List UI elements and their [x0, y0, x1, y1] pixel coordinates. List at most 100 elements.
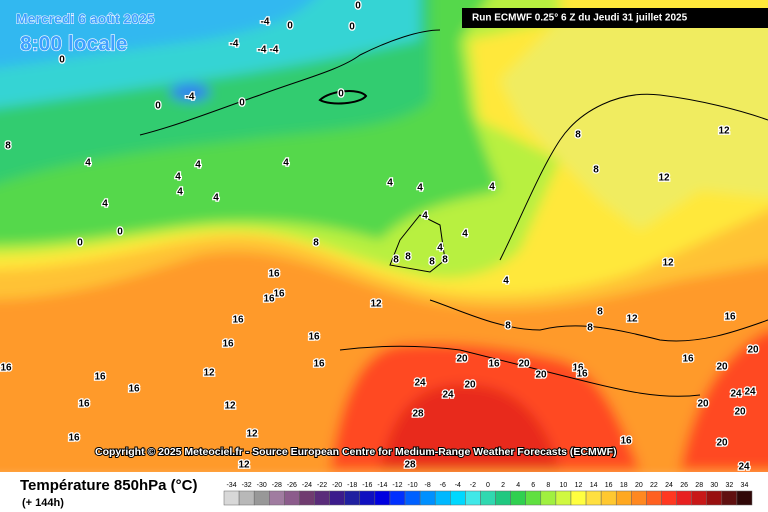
scale-swatch — [631, 490, 647, 506]
scale-swatch — [284, 490, 300, 506]
scale-label: 28 — [695, 482, 703, 489]
scale-label: -16 — [362, 482, 372, 489]
scale-swatch — [691, 490, 707, 506]
forecast-time: 8:00 locale — [20, 33, 127, 56]
scale-label: -28 — [272, 482, 282, 489]
scale-label: -34 — [226, 482, 236, 489]
scale-swatch — [555, 490, 572, 506]
scale-swatch — [721, 490, 738, 506]
contour-label: 20 — [464, 380, 476, 391]
scale-swatch — [480, 490, 496, 506]
contour-label: 12 — [370, 299, 382, 310]
contour-label: 4 — [177, 187, 183, 198]
scale-swatch — [223, 490, 240, 506]
contour-label: 4 — [503, 276, 509, 287]
scale-label: -10 — [408, 482, 418, 489]
contour-label: -4 — [258, 45, 267, 56]
scale-swatch — [419, 490, 436, 506]
contour-label: 20 — [697, 399, 709, 410]
scale-swatch — [570, 490, 587, 506]
contour-label: 8 — [429, 257, 435, 268]
contour-label: 24 — [442, 390, 454, 401]
scale-swatch — [706, 490, 723, 506]
contour-label: 12 — [246, 429, 258, 440]
contour-label: 8 — [313, 238, 319, 249]
contour-label: 12 — [626, 314, 638, 325]
scale-swatch — [540, 490, 557, 506]
scale-swatch — [329, 490, 345, 506]
scale-label: 26 — [680, 482, 688, 489]
contour-label: 16 — [308, 332, 320, 343]
scale-swatch — [238, 490, 255, 506]
contour-label: 0 — [355, 1, 361, 12]
contour-label: 24 — [730, 389, 742, 400]
scale-label: 22 — [650, 482, 658, 489]
scale-label: 4 — [516, 482, 520, 489]
scale-swatch — [269, 490, 285, 506]
scale-swatch — [314, 490, 330, 506]
contour-label: 4 — [85, 158, 91, 169]
contour-label: 8 — [393, 255, 399, 266]
contour-label: 12 — [658, 173, 670, 184]
color-scale: -34 -32 -30 -28 -26 -24 -22 -20 -18 -16 -14 -12 -10-… — [223, 482, 753, 506]
scale-swatch — [615, 490, 632, 506]
scale-label: 34 — [741, 482, 749, 489]
scale-label: -8 — [425, 482, 431, 489]
scale-swatch — [359, 490, 376, 506]
contour-label: 16 — [682, 354, 694, 365]
contour-label: 20 — [518, 359, 530, 370]
contour-label: 0 — [338, 89, 344, 100]
contour-label: 8 — [587, 323, 593, 334]
scale-label: -32 — [242, 482, 252, 489]
scale-label: 14 — [590, 482, 598, 489]
contour-label: 16 — [273, 289, 285, 300]
contour-label: 0 — [59, 55, 65, 66]
contour-label: -4 — [261, 17, 270, 28]
contour-label: 28 — [412, 409, 424, 420]
contour-label: -4 — [270, 45, 279, 56]
contour-label: 0 — [239, 98, 245, 109]
contour-label: 16 — [78, 399, 90, 410]
scale-swatch — [646, 490, 662, 506]
scale-label: 12 — [575, 482, 583, 489]
scale-label: -2 — [470, 482, 476, 489]
contour-label: 16 — [94, 372, 106, 383]
scale-swatch — [661, 490, 677, 506]
contour-label: 8 — [597, 307, 603, 318]
contour-label: 8 — [405, 252, 411, 263]
scale-label: -4 — [455, 482, 461, 489]
contour-label: 0 — [155, 101, 161, 112]
contour-label: 20 — [734, 407, 746, 418]
copyright: Copyright © 2025 Meteociel.fr - Source E… — [95, 446, 617, 458]
contour-label: 12 — [718, 126, 730, 137]
scale-swatch — [389, 490, 406, 506]
scale-swatch — [585, 490, 602, 506]
contour-label: 4 — [195, 160, 201, 171]
contour-label: 8 — [593, 165, 599, 176]
run-info: Run ECMWF 0.25° 6 Z du Jeudi 31 juillet … — [472, 13, 688, 24]
scale-label: 24 — [665, 482, 673, 489]
scale-label: 6 — [531, 482, 535, 489]
scale-swatch — [510, 490, 526, 506]
scale-label: 10 — [560, 482, 568, 489]
scale-label: 2 — [501, 482, 505, 489]
scale-label: -20 — [332, 482, 342, 489]
scale-label: 8 — [546, 482, 550, 489]
contour-label: 8 — [505, 321, 511, 332]
temperature-field — [0, 0, 768, 480]
contour-label: 0 — [77, 238, 83, 249]
scale-swatch — [495, 490, 511, 506]
contour-label: 16 — [724, 312, 736, 323]
contour-label: 16 — [222, 339, 234, 350]
scale-label: -26 — [287, 482, 297, 489]
scale-swatch — [525, 490, 542, 506]
contour-label: 16 — [488, 359, 500, 370]
contour-label: 8 — [442, 255, 448, 266]
scale-label: -24 — [302, 482, 312, 489]
contour-label: -4 — [230, 39, 239, 50]
scale-label: -14 — [377, 482, 387, 489]
contour-label: 12 — [203, 368, 215, 379]
coastlines — [139, 29, 768, 397]
scale-swatch — [450, 490, 466, 506]
